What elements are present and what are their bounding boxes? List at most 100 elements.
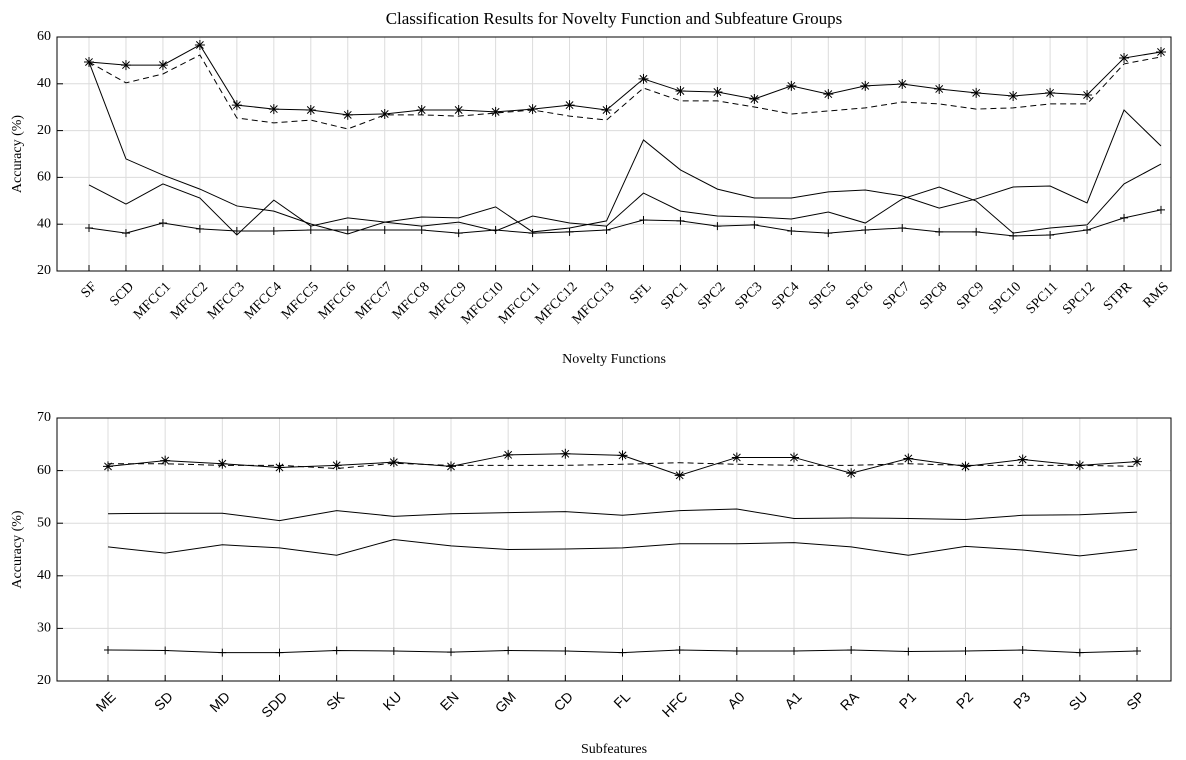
point (1050, 186, 1051, 187)
x-tick-label: KU (380, 688, 405, 713)
point (643, 193, 644, 194)
x-tick-label: MFCC3 (205, 279, 248, 322)
x-tick-label: ME (93, 688, 119, 714)
point (717, 189, 718, 190)
x-tick-label: SPC4 (769, 279, 802, 312)
point (222, 465, 223, 466)
x-tick-label: SD (151, 688, 176, 713)
x-tick-label: SPC11 (1023, 279, 1061, 317)
point (1137, 466, 1138, 467)
point (643, 139, 644, 140)
plus-marker (565, 227, 574, 236)
point (791, 219, 792, 220)
point (165, 553, 166, 554)
plus-marker (269, 226, 278, 235)
star-marker (823, 89, 834, 100)
star-marker (934, 83, 945, 94)
point (1161, 146, 1162, 147)
point (1013, 107, 1014, 108)
plus-marker (417, 226, 426, 235)
point (393, 463, 394, 464)
point (1022, 550, 1023, 551)
point (1087, 224, 1088, 225)
point (532, 216, 533, 217)
star-marker (268, 104, 279, 115)
point (828, 191, 829, 192)
point (976, 201, 977, 202)
star-marker (846, 468, 857, 479)
y-axis-label: Accuracy (%) (10, 510, 25, 588)
point (458, 217, 459, 218)
x-tick-label: SCD (107, 279, 137, 309)
point (165, 463, 166, 464)
star-marker (274, 462, 285, 473)
point (393, 539, 394, 540)
x-tick-label: MFCC8 (390, 279, 433, 322)
plus-marker (1157, 205, 1165, 214)
star-marker (503, 449, 514, 460)
series-line (108, 462, 1138, 469)
point (606, 220, 607, 221)
point (199, 189, 200, 190)
star-marker (860, 80, 871, 91)
point (851, 517, 852, 518)
point (965, 546, 966, 547)
point (1022, 515, 1023, 516)
point (622, 464, 623, 465)
point (736, 508, 737, 509)
x-tick-label: RA (837, 688, 863, 714)
point (1050, 103, 1051, 104)
series-line (88, 44, 1162, 116)
star-marker (194, 39, 205, 50)
plus-marker (602, 226, 611, 235)
point (736, 543, 737, 544)
point (976, 109, 977, 110)
plus-marker (232, 226, 241, 235)
point (273, 211, 274, 212)
point (754, 106, 755, 107)
plus-marker (1083, 226, 1092, 235)
point (1161, 164, 1162, 165)
point (851, 546, 852, 547)
x-axis-label: Novelty Functions (562, 352, 666, 367)
point (680, 169, 681, 170)
star-marker (160, 455, 171, 466)
point (1124, 63, 1125, 64)
point (1124, 110, 1125, 111)
star-marker (388, 457, 399, 468)
plus-marker (528, 229, 537, 238)
point (679, 510, 680, 511)
star-marker (453, 105, 464, 116)
plus-marker (898, 223, 907, 232)
point (451, 513, 452, 514)
y-tick-label: 60 (37, 29, 51, 44)
point (939, 186, 940, 187)
plus-marker (787, 226, 796, 235)
series-line (88, 163, 1162, 236)
point (222, 544, 223, 545)
plus-marker (454, 229, 463, 238)
x-tick-label: RMS (1141, 279, 1173, 311)
point (622, 515, 623, 516)
point (1087, 202, 1088, 203)
point (508, 512, 509, 513)
x-tick-label: SP (1123, 688, 1148, 713)
star-marker (675, 86, 686, 97)
x-tick-label: CD (550, 688, 576, 714)
x-tick-label: SPC8 (917, 279, 950, 312)
y-tick-label: 40 (37, 568, 51, 583)
x-tick-label: A1 (781, 688, 805, 712)
point (1079, 514, 1080, 515)
point (495, 206, 496, 207)
point (794, 465, 795, 466)
point (508, 549, 509, 550)
point (279, 547, 280, 548)
point (902, 102, 903, 103)
point (451, 465, 452, 466)
plus-marker (104, 645, 112, 654)
x-tick-label: SDD (258, 688, 290, 720)
chart-title: Classification Results for Novelty Funct… (386, 9, 843, 28)
point (1161, 56, 1162, 57)
point (908, 518, 909, 519)
point (1013, 186, 1014, 187)
